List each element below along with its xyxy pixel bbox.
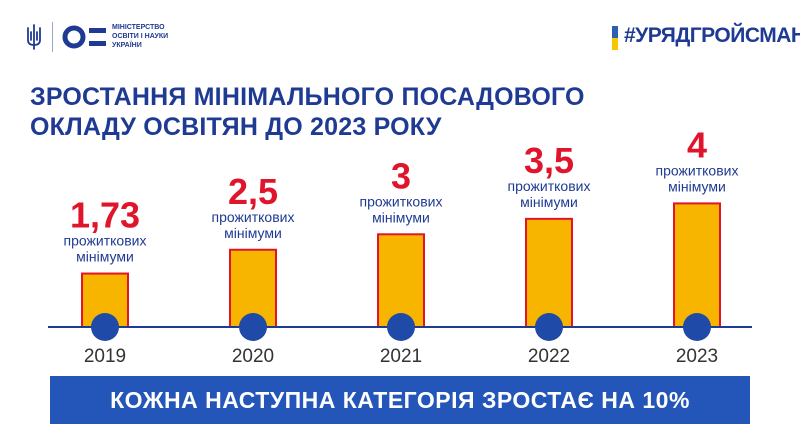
ministry-name: МІНІСТЕРСТВО ОСВІТИ І НАУКИ УКРАЇНИ [112, 23, 202, 50]
ukraine-trident-icon [27, 24, 41, 50]
x-tick-label: 2020 [232, 346, 274, 367]
year-marker-dot [387, 313, 415, 341]
bar [673, 202, 721, 328]
value-label: 3 [391, 155, 411, 196]
title-line-1: ЗРОСТАННЯ МІНІМАЛЬНОГО ПОСАДОВОГО [30, 83, 585, 111]
unit-label-line-2: мінімуми [372, 209, 430, 225]
info-banner: КОЖНА НАСТУПНА КАТЕГОРІЯ ЗРОСТАЄ НА 10% [50, 376, 750, 424]
unit-label-line-1: прожиткових [656, 162, 739, 178]
unit-label-line-1: прожиткових [64, 233, 147, 249]
unit-label-line-2: мінімуми [668, 178, 726, 194]
ukraine-flag-icon [612, 26, 618, 50]
ministry-name-line-1: МІНІСТЕРСТВО [112, 24, 165, 31]
year-marker-dot [239, 313, 267, 341]
x-tick-label: 2022 [528, 346, 570, 367]
title-line-2: ОКЛАДУ ОСВІТЯН ДО 2023 РОКУ [30, 113, 442, 141]
value-label: 3,5 [524, 140, 574, 181]
hashtag: #УРЯДГРОЙСМАНА [624, 24, 800, 47]
ministry-name-line-2: ОСВІТИ І НАУКИ [112, 33, 169, 40]
unit-label-line-2: мінімуми [224, 225, 282, 241]
year-marker-dot [683, 313, 711, 341]
bar [525, 217, 573, 329]
value-label: 1,73 [70, 195, 140, 236]
unit-label-line-1: прожиткових [508, 178, 591, 194]
header: МІНІСТЕРСТВО ОСВІТИ І НАУКИ УКРАЇНИ #УРЯ… [0, 0, 800, 70]
year-marker-dot [535, 313, 563, 341]
x-tick-label: 2019 [84, 346, 126, 367]
header-divider [52, 22, 53, 52]
ministry-logo-icon [62, 25, 106, 49]
x-tick-label: 2023 [676, 346, 718, 367]
unit-label-line-2: мінімуми [76, 249, 134, 265]
value-label: 4 [687, 124, 707, 165]
value-label: 2,5 [228, 171, 278, 212]
page-title: ЗРОСТАННЯ МІНІМАЛЬНОГО ПОСАДОВОГО ОКЛАДУ… [30, 82, 650, 142]
ministry-name-line-3: УКРАЇНИ [112, 42, 142, 49]
year-marker-dot [91, 313, 119, 341]
x-tick-label: 2021 [380, 346, 422, 367]
unit-label-line-2: мінімуми [520, 194, 578, 210]
unit-label-line-1: прожиткових [212, 209, 295, 225]
unit-label-line-1: прожиткових [360, 193, 443, 209]
